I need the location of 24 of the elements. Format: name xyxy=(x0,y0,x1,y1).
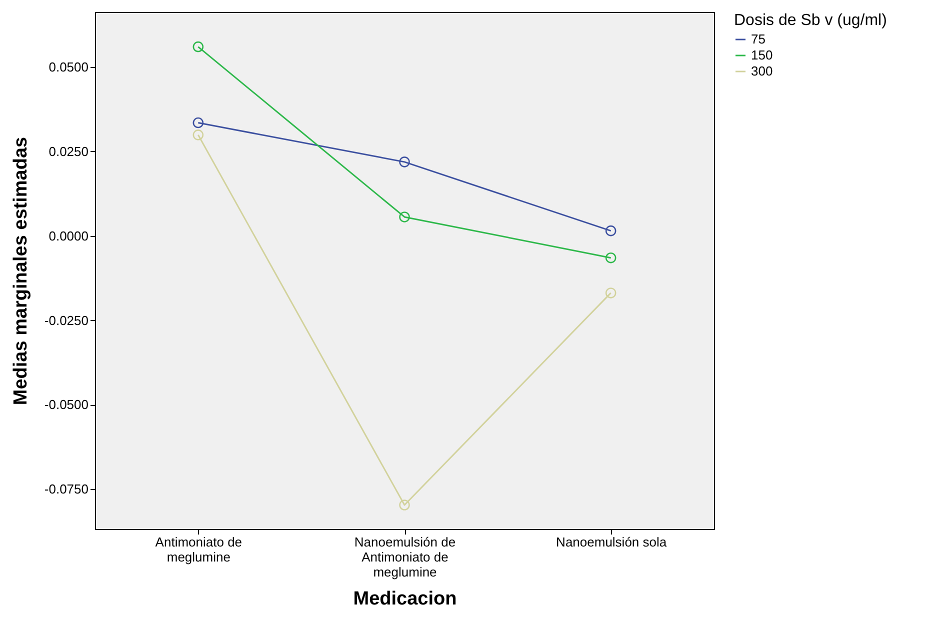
point xyxy=(192,117,204,128)
point xyxy=(192,41,204,52)
y-tick-label: -0.0750 xyxy=(44,482,88,497)
y-axis-title: Medias marginales estimadas xyxy=(10,136,32,406)
point xyxy=(605,225,616,236)
legend-label: 75 xyxy=(751,32,766,46)
legend-label: 300 xyxy=(751,64,773,78)
point xyxy=(399,500,410,510)
x-axis-title: Medicacion xyxy=(353,588,457,610)
legend-label: 150 xyxy=(751,48,773,62)
y-tick-label: 0.0250 xyxy=(48,144,88,159)
point xyxy=(605,252,616,264)
point xyxy=(605,288,616,298)
x-tick-label: Nanoemulsión de Antimoniato de meglumine xyxy=(354,534,456,580)
legend-title: Dosis de Sb v (ug/ml) xyxy=(734,12,887,29)
y-tick-label: -0.0500 xyxy=(44,397,88,412)
point xyxy=(192,130,204,140)
point xyxy=(399,156,410,168)
y-tick-label: 0.0000 xyxy=(48,228,88,244)
y-tick-label: -0.0250 xyxy=(44,312,88,328)
x-tick-label: Nanoemulsión sola xyxy=(556,534,668,550)
y-tick-label: 0.0500 xyxy=(48,60,88,75)
point xyxy=(399,212,410,222)
x-tick-label: Antimoniato de meglumine xyxy=(155,534,242,564)
